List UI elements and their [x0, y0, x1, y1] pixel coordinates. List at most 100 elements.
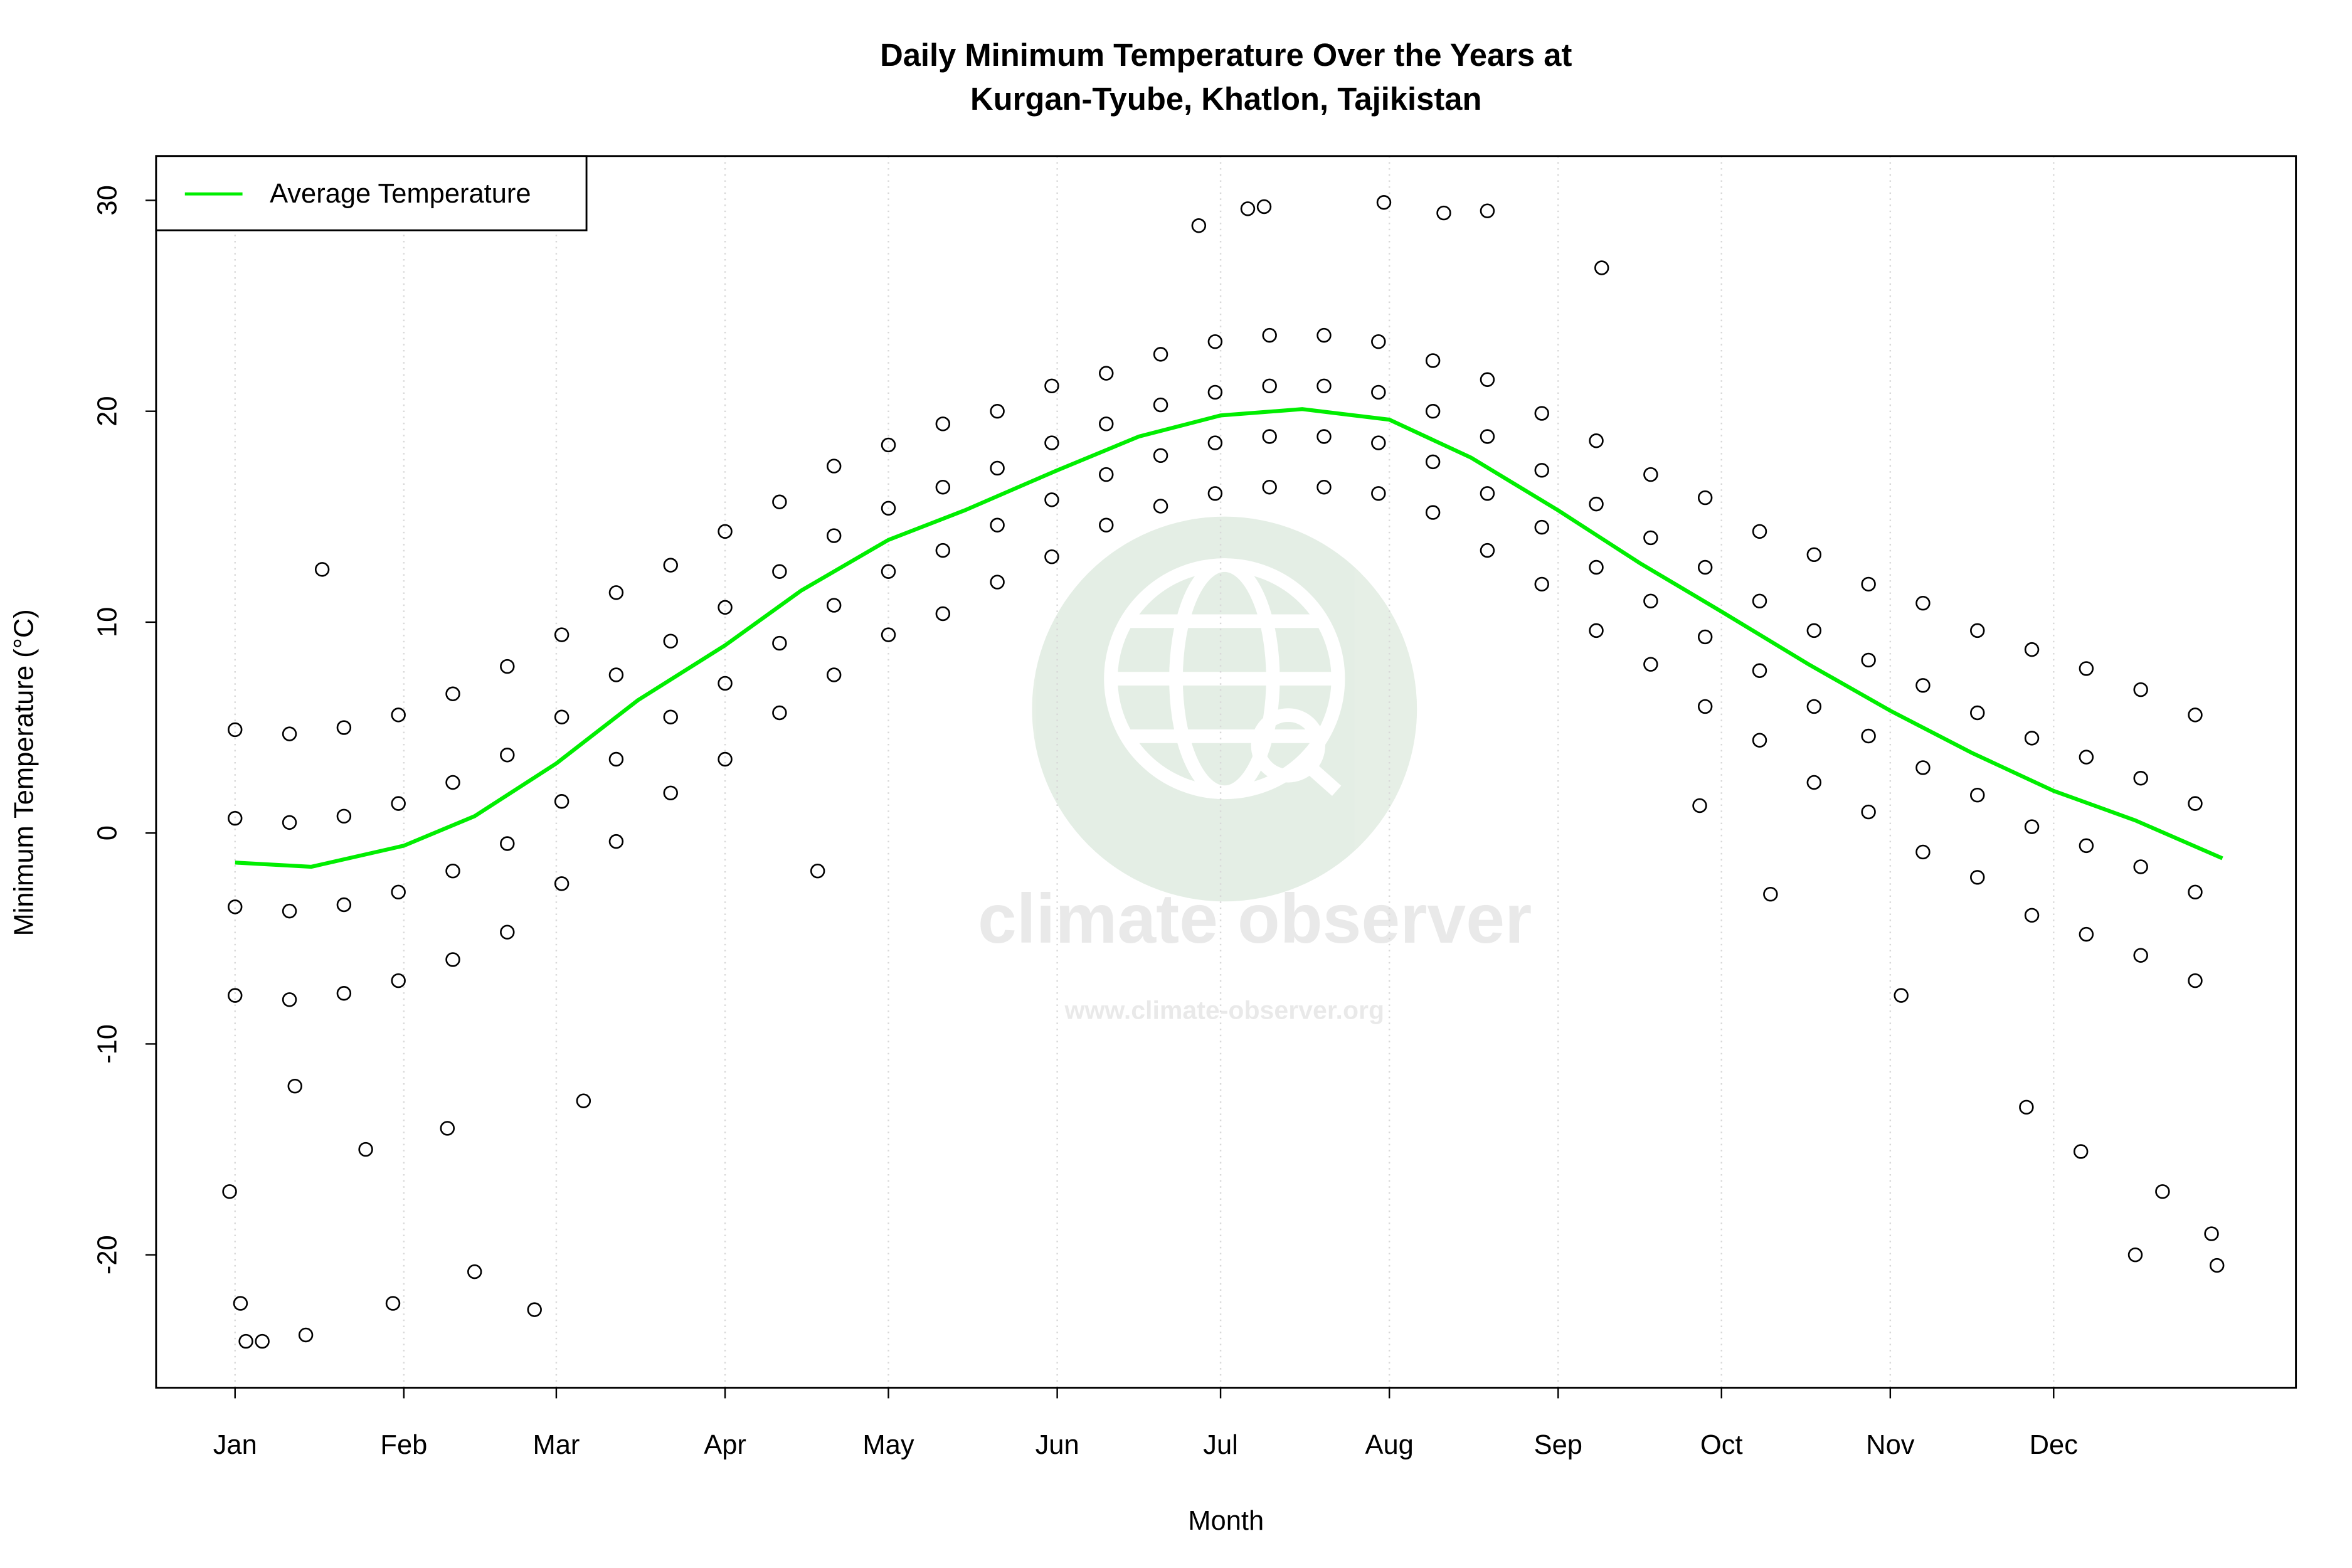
plot-frame — [155, 155, 2297, 1389]
data-point — [1316, 480, 1332, 495]
data-point — [228, 988, 243, 1003]
data-point — [2204, 1226, 2219, 1241]
x-tick-label: Jun — [1036, 1430, 1079, 1460]
data-point — [336, 720, 352, 735]
data-point — [1153, 448, 1168, 463]
data-point — [608, 585, 624, 600]
data-point — [935, 416, 951, 432]
data-point — [990, 575, 1005, 590]
x-axis-label: Month — [1188, 1506, 1264, 1536]
data-point — [1099, 517, 1114, 532]
data-point — [990, 517, 1005, 532]
data-point — [1534, 576, 1549, 592]
data-point — [1643, 593, 1658, 609]
data-point — [2079, 838, 2094, 854]
data-point — [282, 815, 297, 830]
data-point — [2024, 731, 2040, 746]
data-point — [1316, 429, 1332, 444]
data-point — [1425, 403, 1441, 419]
data-point — [1240, 201, 1256, 216]
x-tick-label: May — [862, 1430, 914, 1460]
data-point — [2127, 1248, 2143, 1263]
data-point — [228, 899, 243, 914]
data-point — [500, 748, 515, 763]
data-point — [935, 480, 951, 495]
data-point — [1806, 699, 1822, 714]
points — [222, 195, 2225, 1349]
data-point — [663, 785, 678, 801]
data-point — [1099, 366, 1114, 381]
data-point — [1480, 486, 1495, 501]
data-point — [608, 834, 624, 849]
data-point — [1099, 467, 1114, 482]
data-point — [1425, 505, 1441, 520]
x-tick-label: Sep — [1534, 1430, 1582, 1460]
data-point — [1534, 519, 1549, 535]
data-point — [391, 707, 406, 723]
x-tick-label: Feb — [380, 1430, 427, 1460]
x-tick-label: Oct — [1700, 1430, 1743, 1460]
data-point — [1752, 663, 1767, 678]
data-point — [2133, 859, 2148, 874]
data-point — [1806, 775, 1822, 790]
data-point — [1316, 327, 1332, 343]
data-point — [385, 1296, 401, 1311]
data-point — [881, 437, 896, 453]
data-point — [1643, 657, 1658, 672]
data-point — [1262, 378, 1277, 394]
data-point — [1589, 559, 1604, 575]
data-point — [2079, 661, 2094, 676]
data-point — [1692, 798, 1707, 813]
data-point — [935, 543, 951, 558]
x-tick-label: Mar — [532, 1430, 580, 1460]
data-point — [2133, 771, 2148, 786]
data-point — [1861, 652, 1876, 668]
data-point — [2188, 973, 2203, 988]
data-point — [554, 794, 569, 809]
data-point — [336, 808, 352, 824]
data-point — [663, 709, 678, 724]
data-point — [1099, 416, 1114, 432]
data-point — [1915, 678, 1931, 693]
data-point — [554, 876, 569, 891]
data-point — [391, 973, 406, 988]
y-tick-label: -20 — [92, 1235, 122, 1274]
data-point — [881, 501, 896, 516]
data-point — [1371, 486, 1386, 501]
data-point — [467, 1264, 482, 1279]
data-point — [287, 1078, 302, 1094]
data-point — [2073, 1144, 2089, 1159]
data-point — [554, 709, 569, 724]
x-tick-label: Nov — [1866, 1430, 1915, 1460]
data-point — [1044, 435, 1059, 450]
y-axis-label: Minimum Temperature (°C) — [9, 609, 40, 936]
data-point — [445, 775, 460, 790]
data-point — [1153, 397, 1168, 413]
y-tick-label: 30 — [92, 185, 122, 215]
data-point — [990, 403, 1005, 419]
legend-label: Average Temperature — [270, 179, 531, 209]
data-point — [1534, 463, 1549, 478]
data-point — [1044, 492, 1059, 507]
data-point — [881, 564, 896, 579]
data-point — [255, 1333, 270, 1349]
data-point — [1425, 454, 1441, 470]
data-point — [2133, 948, 2148, 963]
data-point — [718, 524, 733, 539]
data-point — [1371, 334, 1386, 349]
data-point — [2079, 926, 2094, 942]
data-point — [1806, 547, 1822, 563]
data-point — [1371, 435, 1386, 450]
data-point — [1806, 623, 1822, 638]
data-point — [1207, 486, 1223, 501]
data-point — [2210, 1258, 2225, 1273]
y-tick-label: 10 — [92, 607, 122, 637]
data-point — [440, 1121, 455, 1136]
data-point — [2024, 819, 2040, 834]
data-point — [608, 667, 624, 682]
data-point — [238, 1333, 253, 1349]
data-point — [1861, 576, 1876, 592]
data-point — [772, 494, 787, 509]
watermark-disc — [1032, 516, 1417, 902]
